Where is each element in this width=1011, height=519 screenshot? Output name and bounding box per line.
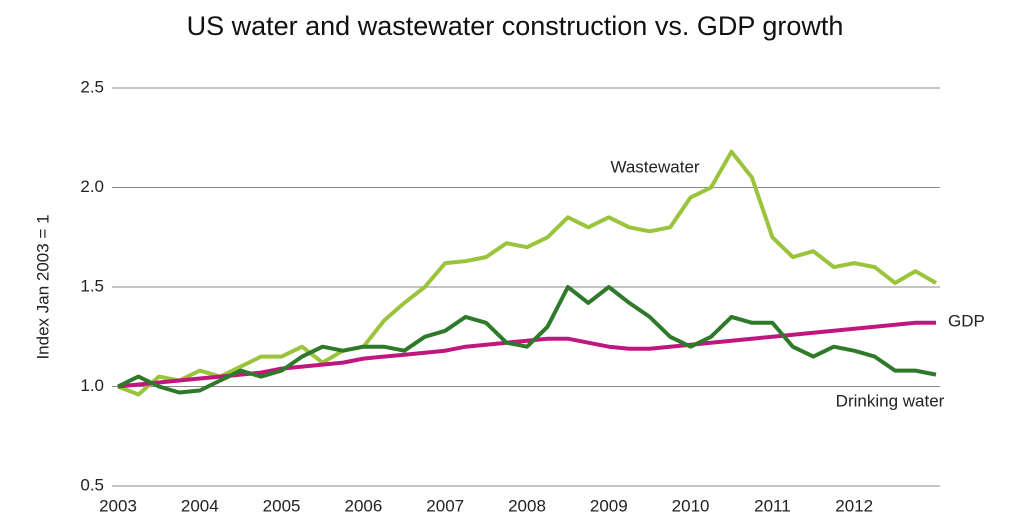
x-tick-label: 2004 — [181, 496, 219, 515]
x-tick-label: 2011 — [754, 496, 791, 515]
x-tick-label: 2006 — [344, 496, 382, 515]
series-label: GDP — [948, 311, 985, 330]
x-tick-label: 2009 — [590, 496, 628, 515]
y-tick-label: 0.5 — [80, 475, 104, 494]
x-tick-label: 2010 — [672, 496, 710, 515]
y-tick-label: 2.5 — [80, 77, 104, 96]
x-tick-label: 2007 — [426, 496, 464, 515]
series-label: Drinking water — [836, 391, 945, 410]
x-tick-label: 2008 — [508, 496, 546, 515]
x-tick-label: 2005 — [263, 496, 301, 515]
y-tick-label: 1.0 — [80, 376, 104, 395]
series-label: Wastewater — [610, 157, 699, 176]
x-tick-label: 2012 — [835, 496, 873, 515]
series-line — [117, 149, 938, 397]
y-tick-label: 1.5 — [80, 276, 104, 295]
y-axis-label: Index Jan 2003 = 1 — [33, 214, 52, 359]
series-line — [117, 285, 937, 395]
y-tick-label: 2.0 — [80, 177, 104, 196]
x-tick-label: 2003 — [99, 496, 137, 515]
chart-title: US water and wastewater construction vs.… — [187, 11, 844, 41]
